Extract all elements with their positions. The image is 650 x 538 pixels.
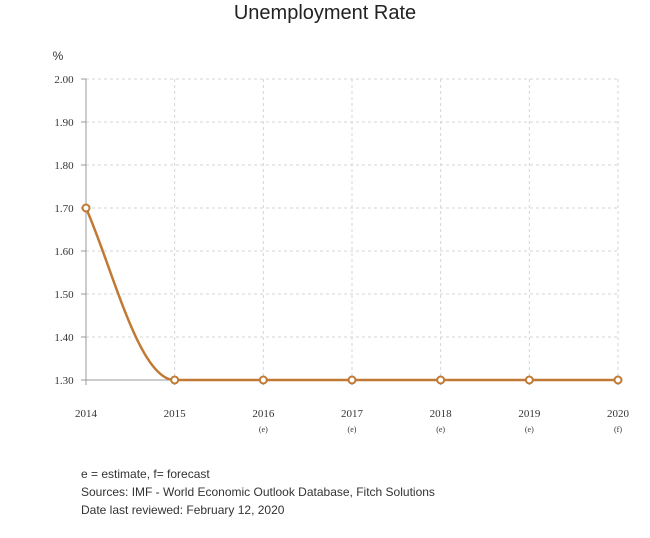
y-tick-label: 1.70 (54, 203, 74, 215)
y-tick-label: 1.50 (54, 289, 74, 301)
y-tick-label: 1.80 (54, 160, 74, 172)
y-axis-unit-label: % (53, 49, 64, 63)
data-points (81, 203, 623, 385)
unemployment-line-chart: 2.001.901.801.701.601.501.401.30 2014 201… (53, 49, 630, 434)
chart-title: Unemployment Rate (233, 2, 417, 24)
x-tick-labels: 2014 2015 2016 (e) 2017 (e) 2018 (e) 2019 (e) 2020… (75, 408, 630, 434)
data-point (170, 375, 180, 385)
x-tick-label: 2018 (430, 408, 453, 420)
y-tick-label: 1.40 (54, 332, 74, 344)
x-tick-note: (e) (259, 425, 268, 434)
data-point (524, 375, 534, 385)
grid-lines (86, 78, 619, 380)
data-point (436, 375, 446, 385)
x-tick-label: 2016 (252, 408, 275, 420)
x-tick-label: 2020 (607, 408, 630, 420)
y-tick-label: 1.90 (54, 117, 74, 129)
x-tick-note: (e) (348, 425, 357, 434)
x-tick-note: (f) (614, 425, 622, 434)
y-tick-label: 1.60 (54, 246, 74, 258)
x-tick-label: 2019 (518, 408, 541, 420)
x-tick-label: 2017 (341, 408, 364, 420)
date-reviewed-note: Date last reviewed: February 12, 2020 (81, 503, 285, 517)
axes (81, 78, 619, 385)
y-tick-label: 2.00 (54, 74, 74, 86)
sources-note: Sources: IMF - World Economic Outlook Da… (81, 485, 435, 499)
x-tick-label: 2014 (75, 408, 98, 420)
data-point (81, 203, 91, 213)
data-point (258, 375, 268, 385)
x-tick-note: (e) (525, 425, 534, 434)
estimate-forecast-note: e = estimate, f= forecast (81, 467, 210, 481)
y-tick-label: 1.30 (54, 375, 74, 387)
data-point (347, 375, 357, 385)
chart-notes: e = estimate, f= forecast Sources: IMF -… (81, 465, 435, 519)
y-tick-labels: 2.00 1.90 1.80 1.70 1.60 1.50 1.40 1.30 (54, 74, 74, 387)
data-point (613, 375, 623, 385)
x-tick-label: 2015 (164, 408, 187, 420)
x-tick-note: (e) (436, 425, 445, 434)
series-line (84, 207, 618, 382)
series-path (84, 207, 618, 382)
